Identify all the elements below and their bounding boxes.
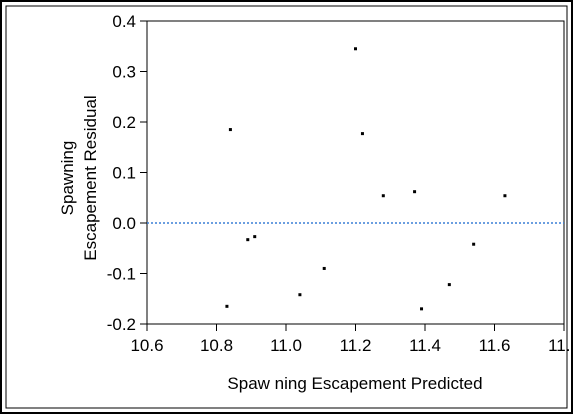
data-points [225, 47, 507, 311]
y-tick-label: 0.3 [112, 63, 136, 82]
y-tick-label: 0.1 [112, 164, 136, 183]
data-point [354, 47, 357, 51]
x-tick-label: 10.6 [130, 336, 163, 355]
y-tick-label: -0.2 [107, 315, 136, 334]
data-point [381, 194, 385, 198]
data-point [298, 293, 302, 297]
plot-area [146, 20, 565, 325]
data-point [253, 235, 257, 239]
x-axis: 10.6 10.8 11.0 11.2 11.4 11.6 11.8 [130, 324, 573, 355]
data-point [472, 242, 476, 246]
y-tick-label: 0.0 [112, 214, 136, 233]
x-tick-label: 11.0 [270, 336, 302, 355]
y-axis-label-line-1: Spawning [58, 141, 77, 216]
x-tick-label: 11.8 [548, 336, 573, 355]
data-point [228, 128, 232, 132]
y-tick-label: -0.1 [107, 265, 136, 284]
y-axis: -0.2 -0.1 0.0 0.1 0.2 0.3 0.4 [107, 12, 147, 334]
data-point [322, 266, 326, 270]
x-tick-label: 10.8 [200, 336, 233, 355]
y-tick-label: 0.4 [112, 12, 136, 31]
data-point [360, 132, 364, 136]
data-point [413, 190, 417, 194]
data-point [447, 283, 451, 287]
y-axis-label-line-2: Escapement Residual [81, 95, 100, 260]
x-tick-label: 11.4 [409, 336, 441, 355]
x-axis-label: Spaw ning Escapement Predicted [227, 374, 482, 393]
data-point [420, 307, 424, 311]
y-tick-label: 0.2 [112, 113, 136, 132]
data-point [503, 194, 507, 198]
x-tick-label: 11.6 [479, 336, 511, 355]
x-tick-label: 11.2 [340, 336, 372, 355]
data-point [246, 238, 250, 242]
data-point [225, 304, 229, 308]
inner-border [5, 5, 568, 409]
